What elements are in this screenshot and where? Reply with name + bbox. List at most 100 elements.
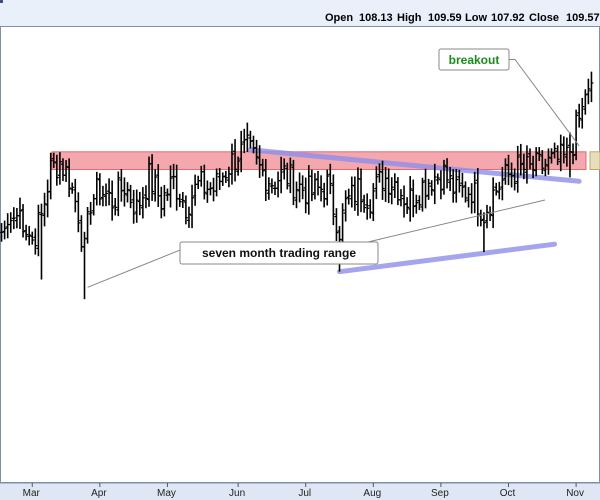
price-bar (555, 145, 560, 166)
breakout-annotation: breakout (449, 53, 500, 67)
price-bar (202, 164, 207, 200)
price-bar (319, 175, 324, 202)
x-axis-band (0, 483, 600, 500)
price-bar (236, 156, 241, 176)
price-bar (21, 204, 26, 238)
price-bar (398, 189, 403, 207)
price-bar (408, 176, 413, 222)
price-bar (279, 156, 284, 194)
corner-marker (0, 0, 3, 3)
price-bar (128, 184, 133, 209)
price-bar (82, 231, 87, 300)
price-bar (294, 181, 299, 209)
price-bar (531, 155, 536, 179)
x-tick-label: Mar (23, 488, 41, 499)
price-bar (405, 197, 410, 214)
price-bar (340, 203, 345, 247)
price-bar (549, 148, 554, 164)
price-bar (441, 159, 446, 195)
price-bar (97, 173, 102, 206)
price-bar (377, 163, 382, 183)
price-bar (420, 177, 425, 212)
price-bars-layer (0, 71, 594, 300)
price-bar (423, 168, 428, 209)
range-callout-box (179, 241, 379, 265)
price-bar (251, 135, 256, 154)
price-bar (343, 190, 348, 222)
price-bar (125, 182, 130, 203)
price-bar (17, 197, 22, 230)
price-bar (107, 178, 112, 206)
price-bar (328, 163, 333, 195)
price-bar (438, 170, 443, 200)
price-bar (263, 158, 268, 202)
price-bar (42, 192, 47, 227)
price-bar (67, 158, 72, 198)
price-bar (481, 212, 486, 253)
price-bar (346, 188, 351, 205)
price-bar (153, 169, 158, 202)
price-bar (223, 170, 228, 184)
price-bar (110, 180, 115, 221)
open-value: 108.13 (359, 12, 393, 24)
price-bar (137, 191, 142, 216)
price-bar (368, 199, 373, 219)
price-bar (76, 192, 81, 233)
price-bar (162, 184, 167, 217)
price-bar (150, 154, 155, 201)
price-bar (159, 186, 164, 219)
price-bar (331, 174, 336, 226)
price-bar (580, 97, 585, 129)
price-bar (70, 182, 75, 194)
lower-trendline (337, 241, 558, 275)
price-bar (515, 145, 520, 193)
price-bar (500, 166, 505, 201)
price-bar (435, 173, 440, 185)
x-tick-label: Sep (431, 488, 449, 499)
price-bar (48, 152, 53, 200)
price-bar (11, 207, 16, 230)
price-bar (484, 204, 489, 229)
price-bar (543, 158, 548, 177)
price-bar (334, 208, 339, 242)
low-label: Low (465, 12, 487, 24)
price-bar (463, 181, 468, 203)
price-bar (266, 177, 271, 200)
price-bar (220, 172, 225, 186)
price-bar (100, 185, 105, 207)
price-bar (186, 206, 191, 228)
price-bar (417, 195, 422, 211)
price-bar (168, 165, 173, 208)
price-bar (165, 188, 170, 201)
x-tick-label: Aug (363, 488, 381, 499)
price-bar (552, 142, 557, 159)
price-bar (411, 179, 416, 218)
close-label: Close (529, 12, 559, 24)
price-bar (0, 223, 4, 242)
price-bar (233, 139, 238, 182)
price-bar (454, 168, 459, 203)
price-bar (571, 143, 576, 165)
price-bar (564, 137, 569, 167)
x-tick-label: Nov (566, 488, 584, 499)
price-bar (589, 71, 594, 103)
price-bar (285, 162, 290, 190)
price-bar (190, 184, 195, 229)
price-bar (586, 78, 591, 105)
price-bar (362, 194, 367, 213)
price-bar (389, 177, 394, 205)
price-bar (451, 169, 456, 203)
header-band (0, 0, 600, 26)
price-bar (288, 157, 293, 194)
range-callout-pointer-right (367, 199, 546, 243)
price-bar (475, 167, 480, 227)
high-value: 109.59 (428, 12, 462, 24)
price-bar (325, 169, 330, 206)
price-bar (239, 130, 244, 173)
price-bar (104, 183, 109, 207)
breakout-highlight-box (589, 151, 600, 170)
price-bar (248, 130, 253, 149)
price-bar (282, 158, 287, 180)
price-bar (380, 160, 385, 200)
price-bar (312, 173, 317, 200)
